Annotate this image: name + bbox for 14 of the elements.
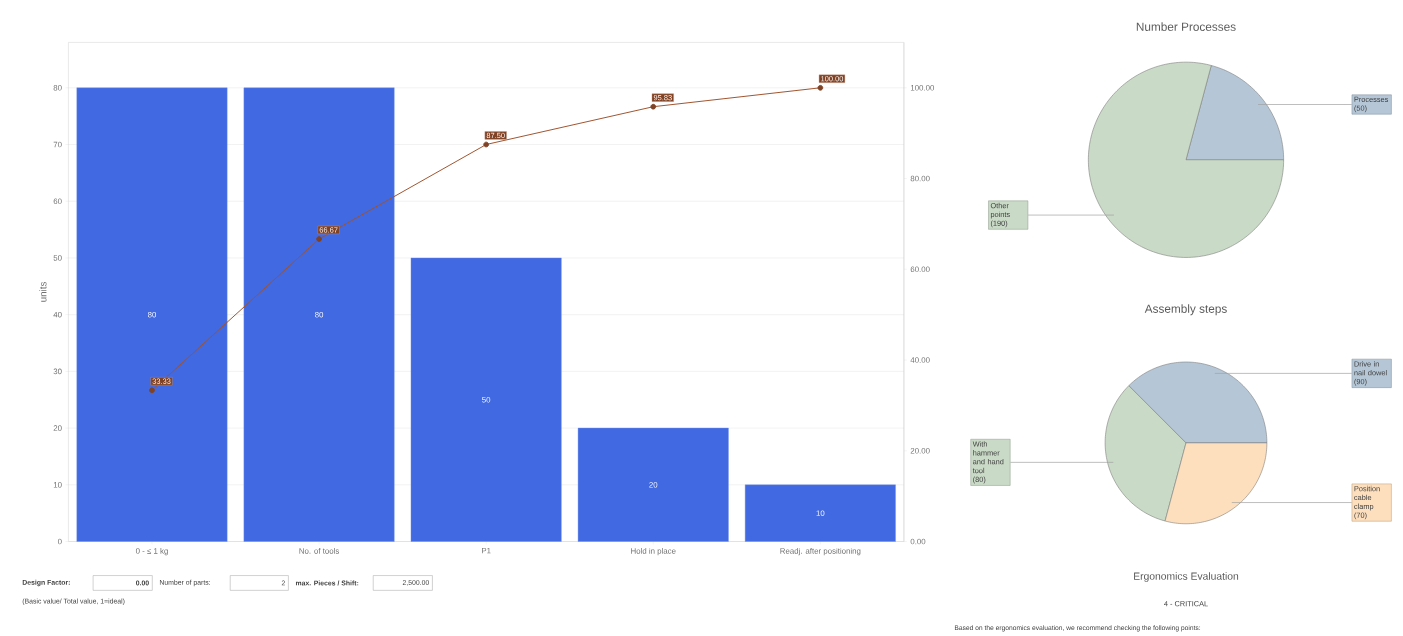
chart-title: Assembly steps [1144,304,1227,316]
bar [243,87,395,542]
bar [744,484,896,542]
point [650,103,657,110]
point [483,141,490,148]
text: Ergonomics Evaluation [1134,572,1239,582]
y-axis-title: units [39,281,47,302]
point [316,236,322,242]
chart-title: Number Processes [1136,22,1236,31]
bar [76,87,228,542]
bar [410,257,562,542]
point [817,84,824,91]
point [149,387,155,394]
bar [577,427,729,542]
